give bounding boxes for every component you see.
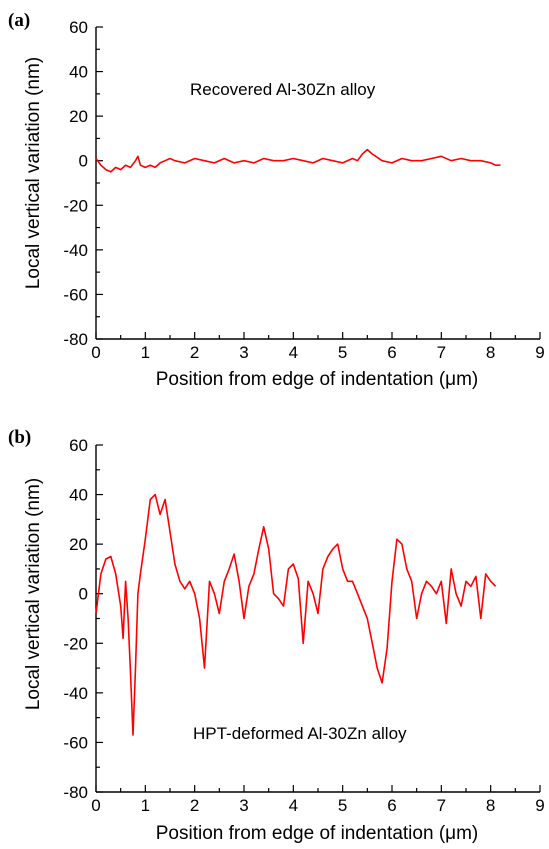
panel-a-ylabel: Local vertical variation (nm) [23, 57, 44, 289]
panel-a-y-tick-label: -20 [63, 196, 88, 215]
panel-a-x-tick-label: 5 [338, 343, 347, 362]
panel-b-y-tick-label: -20 [63, 634, 88, 653]
panel-a-y-tick-label: -60 [63, 285, 88, 304]
panel-b-series-line [95, 493, 497, 736]
panel-b-annotation: HPT-deformed Al-30Zn alloy [193, 724, 407, 743]
panel-a-y-tick-label: 60 [69, 18, 88, 37]
panel-a-x-tick-label: 8 [486, 343, 495, 362]
panel-a-x-tick-label: 7 [437, 343, 446, 362]
panel-b-label: (b) [8, 427, 31, 448]
panel-b-x-tick-label: 1 [141, 796, 150, 815]
panel-a-x-tick-label: 2 [190, 343, 199, 362]
panel-a-x-tick-label: 1 [141, 343, 150, 362]
panel-a-x-tick-label: 0 [91, 343, 100, 362]
panel-b-x-tick-label: 7 [437, 796, 446, 815]
panel-b-y-tick-label: 60 [69, 436, 88, 455]
panel-a-y-tick-label: 40 [69, 63, 88, 82]
panel-b-plot-area [95, 493, 497, 736]
panel-a-x-tick-label: 6 [387, 343, 396, 362]
panel-b-y-tick-label: -40 [63, 684, 88, 703]
panel-a-y-tick-label: 0 [79, 152, 88, 171]
panel-a-plot-area [95, 148, 501, 173]
panel-b-xlabel: Position from edge of indentation (μm) [156, 823, 479, 844]
panel-b-y-tick-label: 40 [69, 486, 88, 505]
panel-b-x-tick-label: 6 [387, 796, 396, 815]
panel-b-x-tick-label: 8 [486, 796, 495, 815]
panel-b-x-tick-label: 2 [190, 796, 199, 815]
panel-a-y-tick-label: 20 [69, 107, 88, 126]
panel-b-ylabel: Local vertical variation (nm) [23, 478, 44, 710]
panel-b-y-tick-label: 20 [69, 535, 88, 554]
panel-a-annotation: Recovered Al-30Zn alloy [190, 80, 376, 99]
panel-a-label: (a) [8, 10, 30, 31]
panel-a-y-tick-label: -40 [63, 241, 88, 260]
panel-a-x-tick-label: 4 [289, 343, 298, 362]
panel-b-y-tick-label: -60 [63, 733, 88, 752]
panel-b-x-tick-label: 9 [535, 796, 544, 815]
panel-b: (b) Local vertical variation (nm) Positi… [8, 427, 545, 844]
panel-a-y-tick-label: -80 [63, 330, 88, 349]
panel-b-axes: 0 1 2 3 4 5 6 7 8 9 -80 -60 -40 -20 0 20 40 60 [63, 436, 544, 815]
panel-a-axes: 0 1 2 3 4 5 6 7 8 9 -80 -60 -40 -20 0 20 40 60 [63, 18, 544, 362]
panel-a: (a) Local vertical variation (nm) Positi… [8, 10, 545, 390]
panel-b-y-tick-label: 0 [79, 585, 88, 604]
panel-b-x-tick-label: 0 [91, 796, 100, 815]
panel-a-x-tick-label: 9 [535, 343, 544, 362]
panel-b-x-tick-label: 4 [289, 796, 298, 815]
panel-a-x-tick-label: 3 [239, 343, 248, 362]
panel-b-y-tick-label: -80 [63, 783, 88, 802]
panel-a-xlabel: Position from edge of indentation (μm) [156, 369, 479, 390]
panel-a-series-line [95, 148, 501, 173]
panel-b-x-tick-label: 5 [338, 796, 347, 815]
panel-b-x-tick-label: 3 [239, 796, 248, 815]
